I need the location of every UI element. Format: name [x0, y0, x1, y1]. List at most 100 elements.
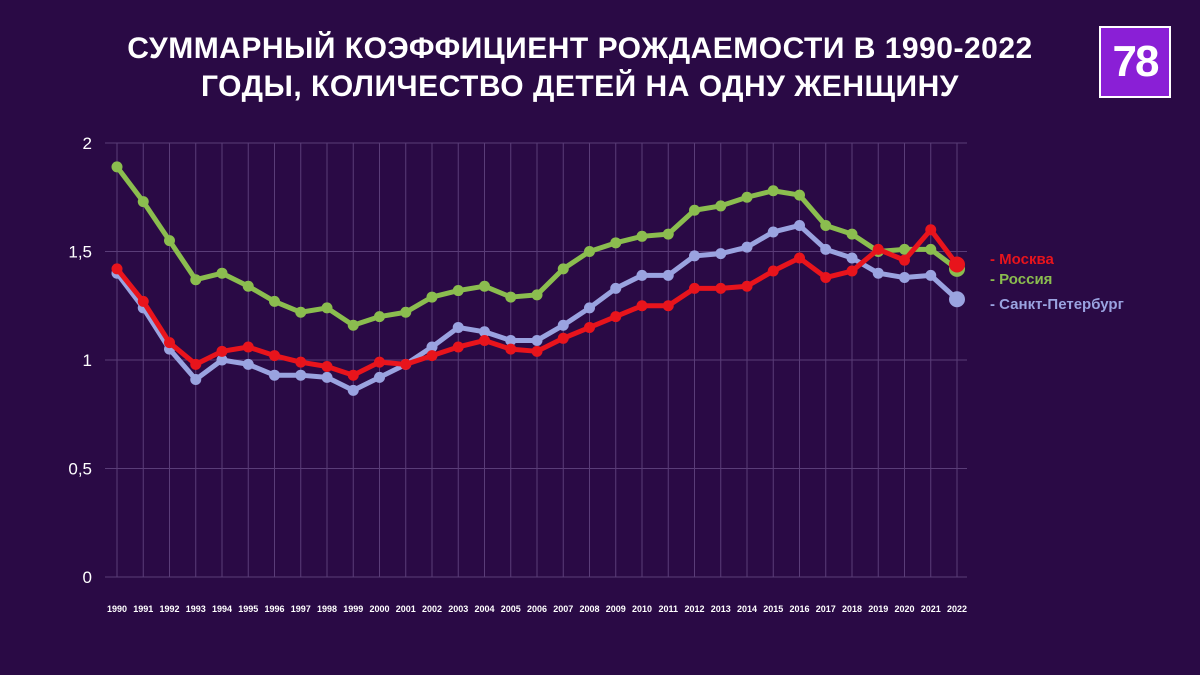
data-point-moscow	[295, 356, 307, 368]
legend-item-saint-petersburg: - Санкт-Петербург	[990, 296, 1124, 313]
data-point-saint-petersburg	[242, 358, 254, 370]
data-point-russia	[662, 228, 674, 240]
data-point-moscow	[400, 358, 412, 370]
data-point-moscow	[426, 350, 438, 362]
data-point-saint-petersburg	[216, 354, 228, 366]
data-point-russia	[715, 200, 727, 212]
x-tick-label: 2010	[632, 604, 652, 614]
legend-item-russia: - Россия	[990, 271, 1053, 288]
data-point-saint-petersburg	[531, 334, 543, 346]
data-point-moscow	[505, 343, 517, 355]
data-point-saint-petersburg	[584, 302, 595, 314]
y-tick-label: 1	[83, 351, 92, 370]
x-tick-label: 2016	[789, 604, 809, 614]
data-point-russia	[505, 291, 517, 303]
data-point-saint-petersburg	[190, 374, 202, 386]
data-point-russia	[242, 280, 254, 292]
x-tick-label: 2013	[711, 604, 731, 614]
data-point-saint-petersburg	[479, 326, 490, 338]
data-point-moscow	[846, 265, 858, 277]
y-tick-label: 2	[83, 134, 92, 153]
data-point-saint-petersburg	[689, 250, 700, 262]
y-tick-label: 0,5	[68, 460, 92, 479]
data-point-russia	[347, 319, 359, 331]
data-point-moscow	[164, 337, 175, 349]
data-point-moscow	[111, 263, 123, 275]
x-tick-label: 2011	[658, 604, 678, 614]
y-tick-label: 0	[83, 568, 92, 587]
x-tick-label: 2008	[579, 604, 599, 614]
data-point-moscow	[689, 282, 700, 294]
data-point-saint-petersburg	[820, 243, 832, 255]
data-point-russia	[479, 280, 490, 292]
data-point-saint-petersburg	[662, 269, 674, 281]
data-point-russia	[610, 237, 622, 249]
data-point-moscow	[610, 311, 622, 323]
x-tick-label: 2002	[422, 604, 442, 614]
chart-title-line-2: ГОДЫ, КОЛИЧЕСТВО ДЕТЕЙ НА ОДНУ ЖЕНЩИНУ	[201, 70, 959, 103]
data-point-russia	[820, 219, 832, 231]
data-point-russia	[531, 289, 543, 301]
data-point-saint-petersburg	[557, 319, 569, 331]
x-tick-label: 2006	[527, 604, 547, 614]
x-tick-label: 2003	[448, 604, 468, 614]
data-point-moscow	[137, 295, 149, 307]
data-point-moscow	[242, 341, 254, 353]
data-point-moscow	[479, 334, 490, 346]
x-tick-label: 2001	[396, 604, 416, 614]
data-point-russia	[400, 306, 412, 318]
legend: - Москва - Россия - Санкт-Петербург	[990, 250, 1124, 315]
data-point-moscow	[872, 243, 884, 255]
data-point-russia	[111, 161, 123, 173]
x-tick-label: 1999	[343, 604, 363, 614]
data-point-moscow	[269, 350, 280, 362]
x-tick-label: 2019	[868, 604, 888, 614]
y-tick-label: 1,5	[68, 243, 92, 262]
x-tick-label: 1998	[317, 604, 337, 614]
data-point-moscow	[190, 358, 202, 370]
data-point-russia	[794, 189, 805, 201]
data-point-moscow	[741, 280, 753, 292]
data-point-moscow	[452, 341, 464, 353]
x-tick-label: 2017	[816, 604, 836, 614]
data-point-saint-petersburg	[872, 267, 884, 279]
data-point-saint-petersburg	[452, 321, 464, 333]
data-point-saint-petersburg	[505, 334, 517, 346]
data-point-russia	[190, 274, 202, 286]
x-tick-label: 2020	[894, 604, 914, 614]
data-point-russia	[164, 235, 175, 247]
x-tick-label: 1995	[238, 604, 258, 614]
x-tick-label: 1997	[291, 604, 311, 614]
data-point-russia	[374, 311, 385, 323]
chart-title-line-1: СУММАРНЫЙ КОЭФФИЦИЕНТ РОЖДАЕМОСТИ В 1990…	[127, 32, 1033, 65]
data-point-moscow	[899, 254, 910, 266]
x-tick-label: 1990	[107, 604, 127, 614]
data-point-russia	[846, 228, 858, 240]
x-tick-label: 1996	[264, 604, 284, 614]
data-point-moscow	[557, 332, 569, 344]
data-point-saint-petersburg	[899, 272, 910, 284]
data-point-saint-petersburg	[610, 282, 622, 294]
data-point-saint-petersburg	[295, 369, 307, 381]
data-point-moscow	[321, 361, 333, 373]
data-point-russia	[321, 302, 333, 314]
data-point-saint-petersburg	[347, 384, 359, 396]
chart-title: СУММАРНЫЙ КОЭФФИЦИЕНТ РОЖДАЕМОСТИ В 1990…	[60, 30, 1100, 106]
data-point-russia	[925, 243, 937, 255]
legend-item-moscow: - Москва	[990, 251, 1054, 268]
x-tick-label: 2021	[921, 604, 941, 614]
x-tick-label: 2009	[606, 604, 626, 614]
data-point-saint-petersburg	[426, 341, 438, 353]
data-point-moscow	[767, 265, 779, 277]
data-point-russia	[689, 204, 700, 216]
data-point-saint-petersburg	[925, 269, 937, 281]
data-point-moscow	[347, 369, 359, 381]
data-point-russia	[741, 191, 753, 203]
data-point-saint-petersburg	[636, 269, 648, 281]
data-point-moscow	[531, 345, 543, 357]
channel-78-logo: 78	[1099, 26, 1171, 98]
data-point-russia	[137, 196, 149, 208]
data-point-moscow	[216, 345, 228, 357]
data-point-saint-petersburg	[374, 371, 385, 383]
